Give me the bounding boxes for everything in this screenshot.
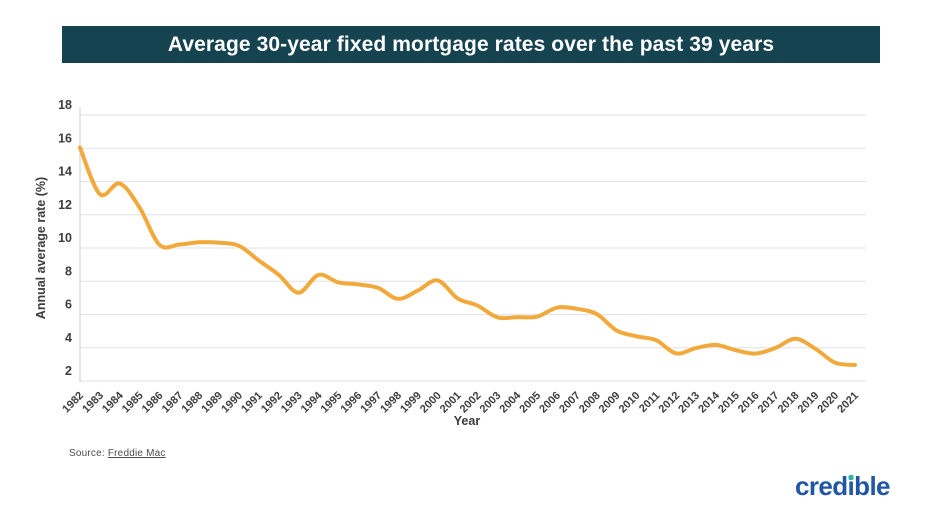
x-tick-label: 1993 [279, 390, 305, 416]
y-tick-label: 12 [58, 198, 72, 212]
x-tick-label: 2005 [517, 390, 543, 416]
x-tick-label: 1997 [358, 390, 384, 416]
mortgage-rate-line [78, 145, 857, 367]
x-axis-title: Year [454, 414, 481, 428]
y-tick-label: 16 [58, 131, 72, 145]
x-tick-label: 1983 [80, 390, 106, 416]
x-tick-label: 2006 [537, 390, 563, 416]
x-tick-label: 1982 [60, 390, 86, 416]
x-tick-label: 2017 [756, 390, 782, 416]
source-label: Source: [69, 448, 108, 459]
x-tick-label: 2013 [676, 390, 702, 416]
x-tick-label: 2014 [696, 389, 722, 415]
x-tick-label: 2008 [577, 390, 603, 416]
y-tick-label: 2 [65, 364, 72, 378]
source-link[interactable]: Freddie Mac [107, 448, 166, 459]
x-tick-label: 1989 [199, 390, 225, 416]
x-tick-label: 2004 [498, 389, 524, 415]
x-tick-label: 1990 [219, 390, 245, 416]
x-tick-label: 1996 [339, 390, 365, 416]
x-tick-label: 2011 [637, 390, 662, 415]
x-tick-label: 2003 [478, 390, 504, 416]
x-tick-label: 2007 [557, 390, 583, 416]
x-tick-label: 1995 [319, 390, 345, 416]
logo-text-post: ble [854, 471, 890, 501]
x-tick-label: 2020 [815, 390, 841, 416]
data-line-layer [78, 145, 857, 367]
x-tick-label: 1992 [259, 390, 285, 416]
x-tick-label: 2015 [716, 390, 742, 416]
y-tick-label: 4 [65, 331, 72, 345]
x-tick-label: 2018 [776, 390, 802, 416]
x-tick-label: 1984 [100, 389, 126, 415]
x-tick-label: 2012 [657, 390, 683, 416]
x-tick-label: 1987 [160, 390, 186, 416]
x-tick-label: 2010 [617, 390, 643, 416]
credible-logo: cred ıble [795, 471, 891, 501]
x-tick-label: 2002 [458, 390, 484, 416]
logo-i-dot [848, 475, 854, 480]
y-tick-label: 14 [58, 165, 72, 179]
y-tick-label: 8 [65, 264, 72, 278]
logo-text-pre: cred [795, 471, 848, 501]
y-axis-title: Annual average rate (%) [34, 177, 48, 319]
x-tick-label: 1988 [180, 390, 206, 416]
title-banner: Average 30-year fixed mortgage rates ove… [62, 26, 880, 63]
x-tick-label: 1986 [140, 390, 166, 416]
x-tick-label: 2016 [736, 390, 762, 416]
x-tick-label: 1998 [378, 390, 404, 416]
x-tick-label: 2001 [438, 390, 464, 416]
x-tick-label: 1985 [120, 390, 146, 416]
y-tick-label: 10 [58, 231, 72, 245]
x-tick-label: 1994 [299, 389, 325, 415]
x-tick-label: 2021 [835, 390, 861, 416]
logo-dotless-i: ı [847, 471, 855, 501]
y-tick-label: 18 [58, 98, 72, 112]
x-tick-label: 1991 [239, 390, 265, 416]
y-tick-label: 6 [65, 298, 72, 312]
chart-title: Average 30-year fixed mortgage rates ove… [167, 32, 775, 56]
x-tick-label: 2000 [418, 390, 444, 416]
source-attribution: Source: Freddie Mac [69, 448, 166, 459]
x-tick-label: 2019 [796, 390, 822, 416]
x-tick-label: 2009 [597, 390, 623, 416]
tick-labels: 1816141210864219821983198419851986198719… [58, 98, 861, 415]
x-tick-label: 1999 [398, 390, 424, 416]
gridlines [79, 107, 866, 382]
